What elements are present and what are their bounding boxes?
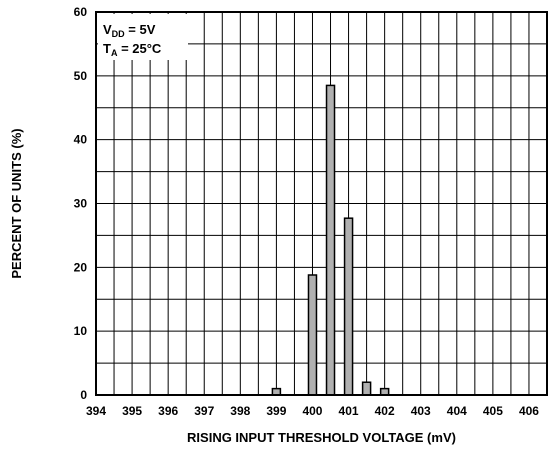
histogram-bar: [307, 274, 318, 396]
histogram-bar: [361, 381, 372, 396]
conditions-background: [98, 14, 188, 60]
x-tick-label: 395: [122, 404, 142, 418]
y-tick-label: 0: [80, 388, 87, 402]
x-tick-label: 396: [158, 404, 178, 418]
x-tick-label: 401: [339, 404, 359, 418]
y-axis-title: PERCENT OF UNITS (%): [9, 128, 24, 278]
y-tick-label: 20: [74, 260, 88, 274]
histogram-bar: [343, 217, 354, 396]
histogram-bar: [325, 84, 336, 396]
x-tick-label: 400: [302, 404, 322, 418]
x-tick-label: 398: [230, 404, 250, 418]
x-tick-label: 406: [519, 404, 539, 418]
x-tick-label: 405: [483, 404, 503, 418]
conditions-box: VDD = 5V TA = 25°C: [98, 14, 188, 60]
supply-voltage-label: VDD = 5V: [103, 22, 156, 39]
x-tick-label: 404: [447, 404, 467, 418]
x-tick-label: 394: [86, 404, 106, 418]
x-tick-label: 399: [266, 404, 286, 418]
plot-frame: [95, 11, 548, 396]
y-tick-label: 30: [74, 197, 88, 211]
x-tick-labels: 394 395 396 397 398 399 400 401 402 403 404 405 406: [86, 404, 539, 418]
y-tick-labels: 0 10 20 30 40 50 60: [74, 5, 88, 402]
bars: [271, 84, 390, 396]
grid-lines: [95, 11, 548, 396]
x-tick-label: 403: [411, 404, 431, 418]
y-tick-label: 60: [74, 5, 88, 19]
x-tick-label: 397: [194, 404, 214, 418]
ambient-temperature-label: TA = 25°C: [103, 41, 162, 58]
y-tick-label: 40: [74, 133, 88, 147]
y-tick-label: 50: [74, 69, 88, 83]
y-tick-label: 10: [74, 324, 88, 338]
x-axis-title: RISING INPUT THRESHOLD VOLTAGE (mV): [187, 430, 456, 445]
x-tick-label: 402: [375, 404, 395, 418]
